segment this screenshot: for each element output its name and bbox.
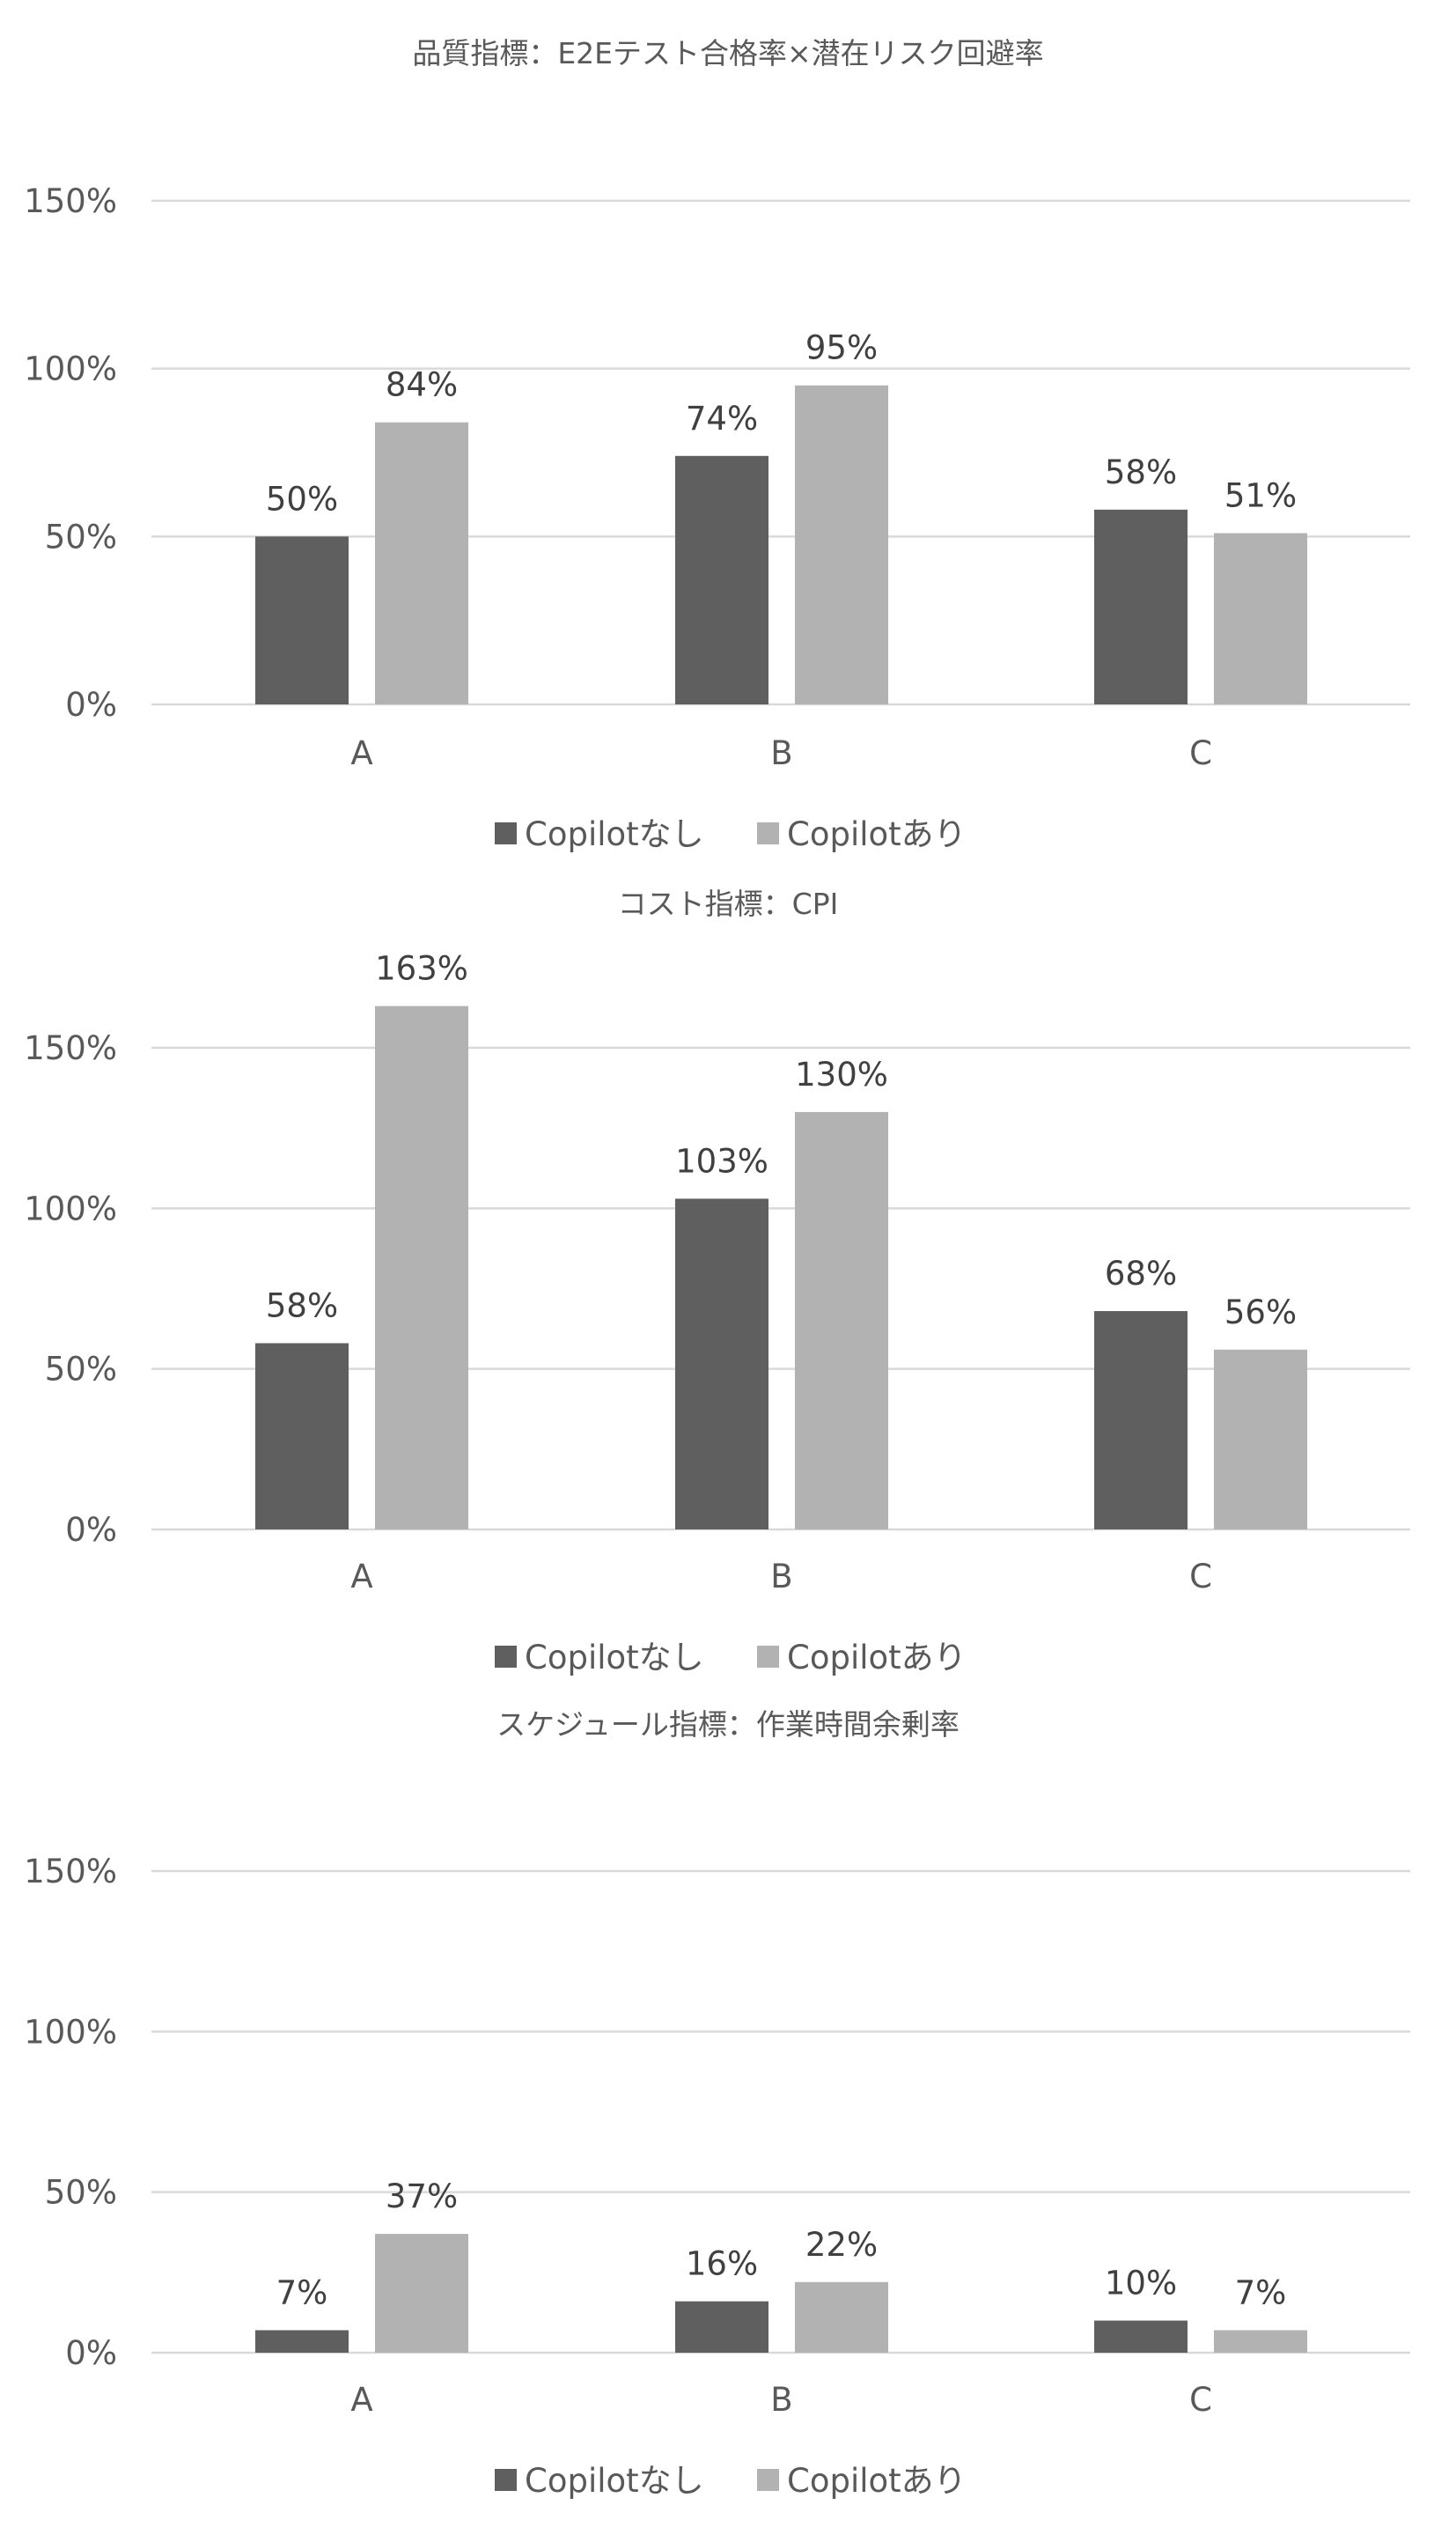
data-label: 50% [266, 480, 338, 518]
y-tick-label: 50% [45, 518, 117, 556]
data-label: 84% [386, 366, 458, 404]
data-label: 7% [276, 2273, 328, 2311]
legend-swatch [757, 822, 779, 844]
bar-A-series-2 [375, 1006, 468, 1529]
y-tick-label: 0% [65, 2334, 117, 2372]
legend-label: Copilotなし [525, 2462, 704, 2500]
bar-C-series-2 [1214, 1349, 1307, 1529]
x-category-label: A [350, 2381, 372, 2419]
y-tick-label: 50% [45, 2174, 117, 2212]
data-label: 22% [805, 2226, 878, 2264]
y-tick-label: 100% [24, 350, 117, 388]
y-tick-label: 150% [24, 1853, 117, 1890]
y-tick-label: 100% [24, 1190, 117, 1227]
chart-title: スケジュール指標：作業時間余剰率 [496, 1707, 960, 1742]
bar-B-series-1 [675, 2301, 768, 2353]
legend-label: Copilotあり [787, 2462, 967, 2500]
bar-C-series-1 [1094, 509, 1188, 704]
legend-swatch [495, 2469, 517, 2491]
data-label: 7% [1235, 2273, 1287, 2311]
data-label: 68% [1105, 1255, 1177, 1293]
bar-B-series-2 [795, 2281, 888, 2353]
chart-3: スケジュール指標：作業時間余剰率 0% 50% 100% 150% 7% 37% A 16% 22… [24, 1707, 1410, 2500]
data-label: 95% [805, 329, 878, 367]
bar-A-series-2 [375, 422, 468, 704]
legend-label: Copilotあり [787, 1639, 967, 1676]
bar-A-series-1 [255, 536, 349, 704]
bar-B-series-1 [675, 1198, 768, 1529]
bar-A-series-1 [255, 2330, 349, 2353]
x-category-label: C [1189, 1558, 1212, 1595]
data-label: 37% [386, 2177, 458, 2215]
data-label: 163% [375, 950, 468, 988]
data-label: 10% [1105, 2265, 1177, 2303]
legend-swatch [757, 2469, 779, 2491]
bar-C-series-2 [1214, 2330, 1307, 2353]
bar-C-series-2 [1214, 533, 1307, 704]
y-tick-label: 0% [65, 1511, 117, 1549]
bar-C-series-1 [1094, 1311, 1188, 1529]
x-category-label: A [350, 1558, 372, 1595]
data-label: 51% [1224, 477, 1297, 515]
y-tick-label: 0% [65, 686, 117, 724]
legend-label: Copilotなし [525, 815, 704, 853]
x-category-label: A [350, 734, 372, 772]
data-label: 103% [675, 1142, 768, 1180]
data-label: 130% [795, 1056, 888, 1094]
x-category-label: B [770, 1558, 792, 1595]
bar-B-series-2 [795, 1111, 888, 1529]
bar-A-series-1 [255, 1343, 349, 1529]
legend-swatch [757, 1646, 779, 1668]
chart-2: コスト指標：CPI 0% 50% 100% 150% 58% 163% A 103% 130% B 6… [24, 887, 1410, 1676]
y-tick-label: 100% [24, 2013, 117, 2051]
data-label: 58% [266, 1286, 338, 1324]
bar-A-series-2 [375, 2234, 468, 2353]
x-category-label: C [1189, 734, 1212, 772]
data-label: 74% [686, 400, 758, 438]
legend-swatch [495, 1646, 517, 1668]
x-category-label: B [770, 734, 792, 772]
bar-B-series-1 [675, 455, 768, 704]
x-category-label: B [770, 2381, 792, 2419]
legend-label: Copilotなし [525, 1639, 704, 1676]
y-tick-label: 50% [45, 1351, 117, 1389]
bar-C-series-1 [1094, 2320, 1188, 2353]
chart-title: 品質指標：E2Eテスト合格率×潜在リスク回避率 [412, 36, 1043, 70]
legend-label: Copilotあり [787, 815, 967, 853]
x-category-label: C [1189, 2381, 1212, 2419]
y-tick-label: 150% [24, 1029, 117, 1067]
legend-swatch [495, 822, 517, 844]
chart-1: 品質指標：E2Eテスト合格率×潜在リスク回避率 0% 50% 100% 150% 50% 8… [24, 36, 1410, 853]
chart-title: コスト指標：CPI [618, 887, 839, 921]
data-label: 56% [1224, 1293, 1297, 1331]
bar-B-series-2 [795, 385, 888, 704]
y-tick-label: 150% [24, 182, 117, 220]
data-label: 16% [686, 2245, 758, 2283]
data-label: 58% [1105, 453, 1177, 491]
